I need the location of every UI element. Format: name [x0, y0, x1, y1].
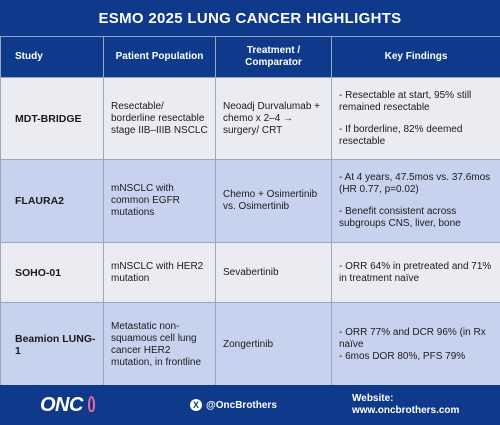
treatment-cell: Neoadj Durvalumab + chemo x 2–4 → surger… — [215, 77, 332, 160]
finding-text: - If borderline, 82% deemed resectable — [339, 123, 463, 147]
finding-text: - At 4 years, 47.5mos vs. 37.6mos (HR 0.… — [339, 172, 491, 195]
study-cell: MDT-BRIDGE — [0, 77, 104, 160]
x-logo-icon: X — [190, 399, 202, 411]
awareness-ribbon-icon — [88, 396, 95, 412]
treatment-cell: Chemo + Osimertinib vs. Osimertinib — [215, 159, 332, 243]
finding-text: - Benefit consistent across subgroups CN… — [339, 206, 461, 229]
treatment-cell: Sevabertinib — [215, 242, 332, 303]
population-cell: Metastatic non-squamous cell lung cancer… — [103, 302, 216, 387]
highlights-table-container: Study Patient Population Treatment / Com… — [0, 36, 500, 387]
findings-cell: - Resectable at start, 95% still remaine… — [331, 77, 500, 160]
column-header-study: Study — [0, 36, 104, 78]
table-row: MDT-BRIDGE Resectable/ borderline resect… — [0, 77, 500, 160]
finding-text: - Resectable at start, 95% still remaine… — [339, 89, 472, 113]
findings-cell: - ORR 64% in pretreated and 71% in treat… — [331, 242, 500, 303]
website-link[interactable]: www.oncbrothers.com — [352, 405, 460, 416]
onc-logo: ONC — [40, 394, 83, 416]
findings-cell: - At 4 years, 47.5mos vs. 37.6mos (HR 0.… — [331, 159, 500, 243]
table-row: FLAURA2 mNSCLC with common EGFR mutation… — [0, 159, 500, 243]
study-cell: Beamion LUNG-1 — [0, 302, 104, 387]
finding-text: - 6mos DOR 80%, PFS 79% — [339, 350, 466, 362]
population-cell: mNSCLC with HER2 mutation — [103, 242, 216, 303]
table-header-row: Study Patient Population Treatment / Com… — [0, 36, 500, 78]
footer: ONC X @OncBrothers Website: www.oncbroth… — [0, 385, 500, 425]
column-header-findings: Key Findings — [331, 36, 500, 78]
social-handle-text: @OncBrothers — [206, 399, 277, 411]
table-row: Beamion LUNG-1 Metastatic non-squamous c… — [0, 302, 500, 387]
website-block: Website: www.oncbrothers.com — [352, 393, 459, 417]
highlights-table: Study Patient Population Treatment / Com… — [0, 36, 500, 387]
table-row: SOHO-01 mNSCLC with HER2 mutation Sevabe… — [0, 242, 500, 303]
social-handle[interactable]: X @OncBrothers — [190, 399, 277, 411]
finding-text: - ORR 77% and DCR 96% (in Rx naïve — [339, 326, 486, 350]
finding-text: - ORR 64% in pretreated and 71% in treat… — [339, 260, 492, 284]
findings-cell: - ORR 77% and DCR 96% (in Rx naïve - 6mo… — [331, 302, 500, 387]
treatment-cell: Zongertinib — [215, 302, 332, 387]
website-label: Website: — [352, 393, 394, 404]
study-cell: SOHO-01 — [0, 242, 104, 303]
population-cell: mNSCLC with common EGFR mutations — [103, 159, 216, 243]
population-cell: Resectable/ borderline resectable stage … — [103, 77, 216, 160]
study-cell: FLAURA2 — [0, 159, 104, 243]
page-title: ESMO 2025 LUNG CANCER HIGHLIGHTS — [98, 9, 402, 27]
column-header-population: Patient Population — [103, 36, 216, 78]
column-header-treatment: Treatment / Comparator — [215, 36, 332, 78]
